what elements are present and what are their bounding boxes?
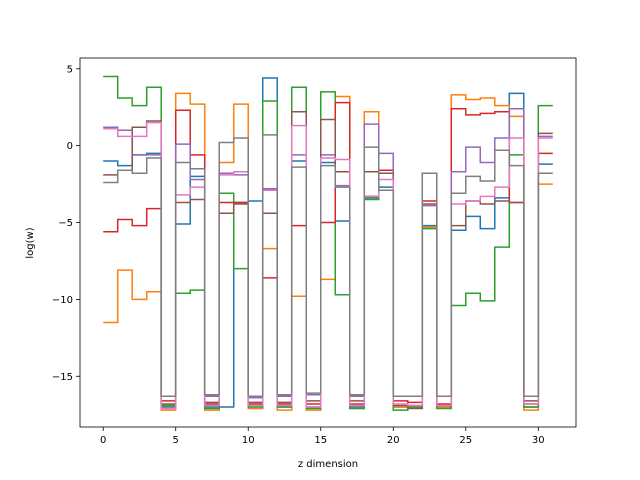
x-tick-label: 0	[100, 435, 106, 446]
y-tick-label: −15	[52, 372, 73, 383]
x-tick-label: 25	[459, 435, 472, 446]
series-line-2	[103, 92, 553, 411]
y-axis-label: log(w)	[25, 227, 36, 258]
y-tick-label: 0	[67, 141, 73, 152]
series-line-3	[103, 75, 553, 411]
y-axis-ticks: −15 −10 −5 0 5	[52, 64, 80, 383]
series-line-8	[103, 134, 553, 397]
series-line-7	[103, 121, 553, 410]
x-tick-label: 20	[387, 435, 400, 446]
x-tick-label: 15	[314, 435, 327, 446]
y-tick-label: −10	[52, 295, 73, 306]
x-tick-label: 10	[242, 435, 255, 446]
y-tick-label: 5	[67, 64, 73, 75]
x-axis-label: z dimension	[298, 459, 358, 470]
plot-frame	[79, 57, 577, 428]
x-tick-label: 5	[173, 435, 179, 446]
x-axis-ticks: 0 5 10 15 20 25 30	[100, 427, 545, 446]
series-layer	[103, 75, 553, 411]
series-line-5	[103, 107, 553, 399]
series-line-4	[103, 101, 553, 405]
x-tick-label: 30	[532, 435, 545, 446]
y-tick-label: −5	[58, 218, 73, 229]
